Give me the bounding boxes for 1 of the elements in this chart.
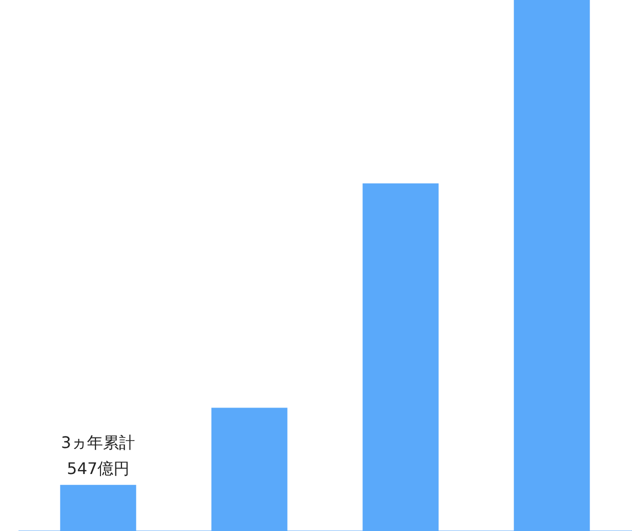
- data-label: 3ヵ年累計 547億円: [61, 432, 136, 478]
